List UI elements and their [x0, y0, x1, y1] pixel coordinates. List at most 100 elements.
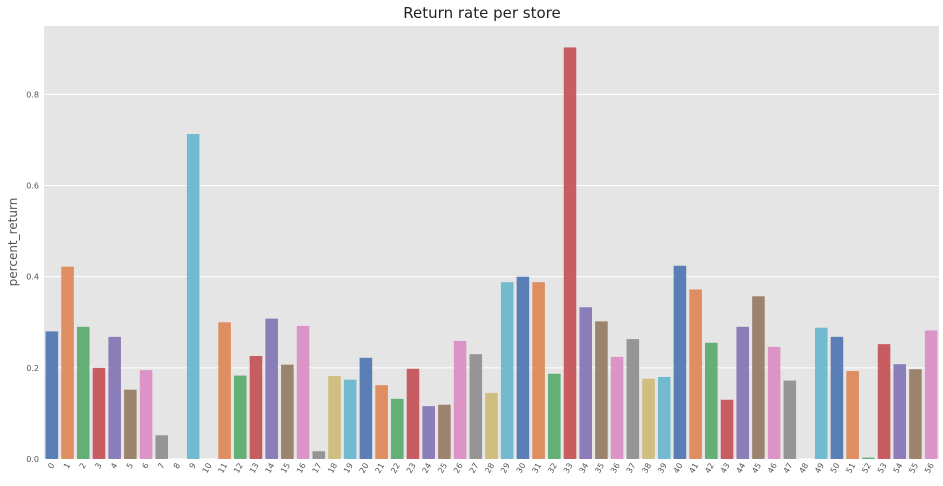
x-tick-label: 28: [483, 462, 496, 475]
bar-store-1: [61, 266, 74, 459]
x-tick-label: 29: [499, 462, 512, 475]
x-tick-label: 50: [829, 462, 842, 475]
x-tick-label: 17: [311, 462, 324, 475]
bar-store-16: [296, 325, 310, 459]
x-tick-label: 23: [405, 462, 418, 475]
y-tick-label: 0.2: [26, 364, 39, 373]
bar-store-14: [265, 318, 278, 459]
x-tick-label: 1: [62, 462, 72, 471]
bar-store-31: [532, 282, 545, 459]
x-tick-label: 18: [326, 462, 339, 475]
x-tick-label: 33: [562, 462, 575, 475]
x-tick-label: 38: [640, 462, 653, 475]
x-tick-label: 4: [109, 462, 119, 471]
bar-store-18: [328, 376, 341, 459]
bar-store-12: [233, 375, 247, 459]
bar-store-26: [453, 340, 467, 459]
x-tick-label: 44: [735, 462, 748, 475]
bar-store-37: [626, 339, 640, 459]
x-tick-label: 53: [876, 462, 889, 475]
bar-store-5: [124, 389, 137, 459]
bar-store-3: [92, 367, 106, 459]
x-tick-label: 9: [188, 462, 198, 471]
y-axis-label: percent_return: [6, 198, 20, 287]
x-tick-label: 3: [93, 462, 103, 471]
bar-store-25: [438, 404, 451, 459]
x-tick-label: 27: [468, 462, 481, 475]
bar-store-32: [548, 373, 561, 459]
bar-store-51: [846, 371, 859, 459]
y-tick-label: 0.6: [26, 182, 39, 191]
x-tick-label: 56: [923, 462, 936, 475]
x-tick-label: 48: [797, 462, 810, 475]
x-tick-label: 55: [907, 462, 920, 475]
x-tick-label: 22: [389, 462, 402, 475]
x-tick-label: 19: [342, 462, 355, 475]
bar-store-54: [893, 364, 907, 459]
x-tick-label: 34: [578, 462, 591, 475]
x-tick-label: 46: [766, 462, 779, 475]
bar-store-45: [752, 296, 765, 459]
y-axis-ticks: 0.0 0.2 0.4 0.6 0.8: [26, 90, 39, 464]
x-tick-label: 40: [672, 462, 685, 475]
x-tick-label: 52: [860, 462, 873, 475]
bar-store-41: [689, 289, 702, 459]
x-tick-label: 47: [782, 462, 795, 475]
bar-store-15: [281, 364, 294, 459]
x-tick-label: 8: [172, 462, 182, 471]
x-tick-label: 6: [140, 462, 150, 471]
x-tick-label: 16: [295, 462, 308, 475]
x-tick-label: 12: [232, 462, 245, 475]
x-tick-label: 42: [703, 462, 716, 475]
bar-store-40: [673, 265, 687, 459]
bar-store-38: [642, 378, 655, 459]
bars: [45, 47, 938, 460]
x-axis-ticks: 0 1 2 3 4 5 6 7 8 9 10 11 12 13 14 15 16 17 18 19 20 21 22 23 24…: [46, 462, 936, 475]
bar-store-44: [736, 326, 750, 459]
x-tick-label: 43: [719, 462, 732, 475]
x-tick-label: 35: [593, 462, 606, 475]
x-tick-label: 25: [436, 462, 449, 475]
x-tick-label: 20: [358, 462, 371, 475]
x-tick-label: 32: [546, 462, 559, 475]
bar-store-22: [391, 398, 404, 459]
bar-store-6: [139, 370, 153, 459]
x-tick-label: 7: [156, 462, 166, 471]
bar-store-42: [705, 342, 718, 459]
bar-store-56: [924, 330, 938, 459]
y-tick-label: 0.0: [26, 455, 39, 464]
bar-store-21: [375, 385, 388, 459]
x-tick-label: 54: [892, 462, 905, 475]
bar-store-23: [406, 368, 420, 459]
bar-store-28: [485, 392, 498, 459]
bar-store-43: [720, 399, 734, 459]
x-tick-label: 13: [248, 462, 261, 475]
x-tick-label: 37: [625, 462, 638, 475]
bar-store-27: [469, 354, 483, 459]
x-tick-label: 15: [279, 462, 292, 475]
x-tick-label: 26: [452, 462, 465, 475]
x-tick-label: 24: [421, 462, 434, 475]
bar-store-33: [563, 47, 577, 459]
bar-store-39: [657, 376, 671, 459]
x-tick-label: 11: [216, 462, 229, 475]
bar-store-13: [249, 355, 263, 459]
bar-store-55: [909, 369, 922, 459]
bar-store-34: [579, 307, 592, 459]
x-tick-label: 14: [264, 462, 277, 475]
bar-store-52: [862, 457, 875, 459]
bar-store-2: [76, 326, 90, 459]
x-tick-label: 45: [750, 462, 763, 475]
x-tick-label: 49: [813, 462, 826, 475]
bar-store-47: [783, 380, 797, 459]
bar-store-7: [155, 435, 169, 459]
y-tick-label: 0.4: [26, 273, 39, 282]
bar-store-0: [45, 331, 59, 459]
bar-store-20: [359, 357, 373, 459]
bar-store-11: [218, 322, 231, 459]
bar-store-53: [877, 344, 891, 459]
bar-store-30: [516, 276, 530, 459]
x-tick-label: 39: [656, 462, 669, 475]
bar-store-36: [610, 356, 624, 459]
